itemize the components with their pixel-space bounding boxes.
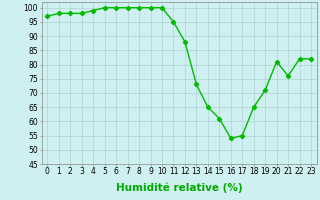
X-axis label: Humidité relative (%): Humidité relative (%) (116, 182, 243, 193)
